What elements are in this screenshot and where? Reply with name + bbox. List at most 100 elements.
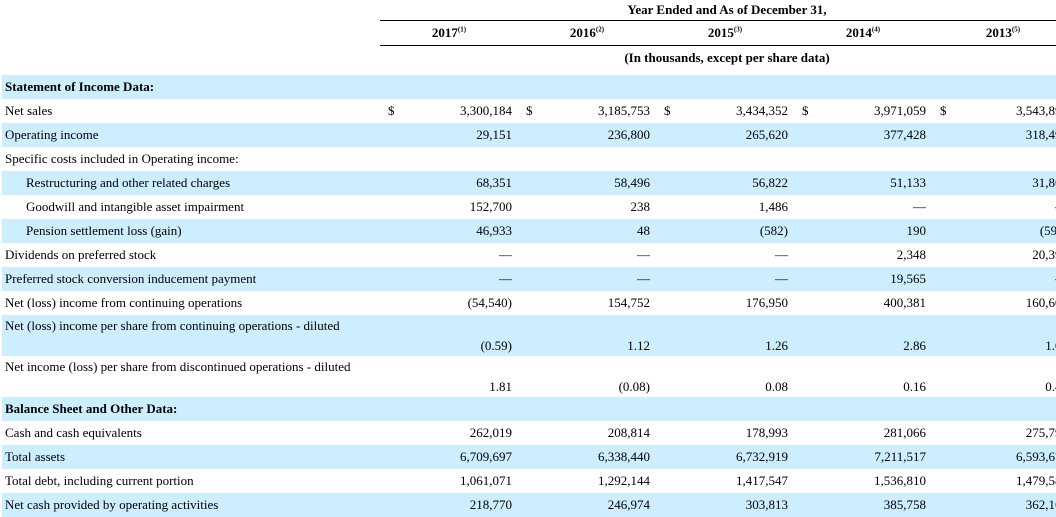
header-units-row: (In thousands, except per share data) xyxy=(2,46,1056,71)
value-2014: 7,211,517 xyxy=(820,445,932,469)
section-income-row: Statement of Income Data: xyxy=(2,75,1056,99)
value-2013: 160,606 xyxy=(1025,295,1056,310)
value-2017: 46,933 xyxy=(406,219,518,243)
value-2016: 58,496 xyxy=(544,171,656,195)
value-2013: 1.06 xyxy=(958,315,1056,356)
table-row-total-assets: Total assets 6,709,697 6,338,440 6,732,9… xyxy=(2,445,1056,469)
year-header-2015: 2015(3) xyxy=(656,20,794,46)
currency-symbol: $ xyxy=(388,103,395,118)
value-2016: 1,292,144 xyxy=(598,473,650,488)
year-footnote: (5) xyxy=(1011,25,1021,34)
value-2015: — xyxy=(775,247,788,262)
value-2017: — xyxy=(406,267,518,291)
value-2014: — xyxy=(913,199,926,214)
header-years-row: 2017(1) 2016(2) 2015(3) 2014(4) 2013(5) xyxy=(2,20,1056,46)
row-label: Net (loss) income from continuing operat… xyxy=(5,295,243,310)
value-2017: 262,019 xyxy=(469,425,512,440)
year-label: 2014 xyxy=(845,25,872,40)
value-2016: 6,338,440 xyxy=(544,445,656,469)
row-label: Dividends on preferred stock xyxy=(5,247,157,262)
value-2016: 238 xyxy=(630,199,651,214)
units-note: (In thousands, except per share data) xyxy=(624,50,830,65)
value-2015: 1.26 xyxy=(682,315,794,356)
year-footnote: (1) xyxy=(457,25,467,34)
row-label: Cash and cash equivalents xyxy=(5,425,142,440)
value-2017: 1.81 xyxy=(489,379,512,394)
value-2017: 68,351 xyxy=(406,171,518,195)
table-row-pension: Pension settlement loss (gain) 46,933 48… xyxy=(2,219,1056,243)
value-2016: 236,800 xyxy=(544,123,656,147)
value-2015: 3,434,352 xyxy=(736,103,788,118)
table-row-operating-cash: Net cash provided by operating activitie… xyxy=(2,493,1056,517)
year-footnote: (2) xyxy=(595,25,605,34)
value-2013: 6,593,679 xyxy=(958,445,1056,469)
value-2014: 190 xyxy=(820,219,932,243)
table-row-net-income-continuing: Net (loss) income from continuing operat… xyxy=(2,291,1056,315)
value-2015: 1,417,547 xyxy=(736,473,788,488)
value-2013: (592) xyxy=(958,219,1056,243)
value-2017: (54,540) xyxy=(467,295,512,310)
value-2014: 1,536,810 xyxy=(874,473,926,488)
row-label: Specific costs included in Operating inc… xyxy=(5,151,239,166)
table-row-cash: Cash and cash equivalents 262,019 208,81… xyxy=(2,421,1056,445)
value-2017: (0.59) xyxy=(406,315,518,356)
year-label: 2015 xyxy=(707,25,734,40)
value-2015: 56,822 xyxy=(682,171,794,195)
row-label: Net (loss) income per share from continu… xyxy=(2,315,380,356)
value-2016: 208,814 xyxy=(607,425,650,440)
value-2013: — xyxy=(958,267,1056,291)
value-2015: 0.08 xyxy=(765,379,788,394)
year-label: 2016 xyxy=(569,25,596,40)
value-2013: 3,543,890 xyxy=(1016,103,1056,118)
value-2014: 385,758 xyxy=(820,493,932,517)
table-row-restructuring: Restructuring and other related charges … xyxy=(2,171,1056,195)
value-2013: 1,479,586 xyxy=(1016,473,1056,488)
value-2017: 218,770 xyxy=(406,493,518,517)
value-2016: 3,185,753 xyxy=(598,103,650,118)
value-2016: 154,752 xyxy=(607,295,650,310)
year-header-2013: 2013(5) xyxy=(932,20,1056,46)
table-row-pref-conversion: Preferred stock conversion inducement pa… xyxy=(2,267,1056,291)
value-2013: 318,494 xyxy=(958,123,1056,147)
row-label: Net income (loss) per share from discont… xyxy=(5,359,351,374)
row-label: Restructuring and other related charges xyxy=(2,171,380,195)
value-2016: 48 xyxy=(544,219,656,243)
value-2014: 3,971,059 xyxy=(874,103,926,118)
currency-symbol: $ xyxy=(526,103,533,118)
year-header-2017: 2017(1) xyxy=(380,20,518,46)
value-2014: 0.16 xyxy=(903,379,926,394)
row-label: Goodwill and intangible asset impairment xyxy=(26,199,245,214)
year-header-2016: 2016(2) xyxy=(518,20,656,46)
value-2017: 29,151 xyxy=(406,123,518,147)
value-2014: 377,428 xyxy=(820,123,932,147)
value-2015: — xyxy=(682,267,794,291)
table-row-eps-continuing: Net (loss) income per share from continu… xyxy=(2,315,1056,356)
row-label: Total debt, including current portion xyxy=(5,473,194,488)
year-label: 2017 xyxy=(431,25,458,40)
row-label: Total assets xyxy=(2,445,380,469)
value-2014: 19,565 xyxy=(820,267,932,291)
value-2013: 0.48 xyxy=(1045,379,1056,394)
year-header-2014: 2014(4) xyxy=(794,20,932,46)
value-2014: 281,066 xyxy=(883,425,926,440)
value-2013: 362,169 xyxy=(958,493,1056,517)
value-2016: — xyxy=(637,247,650,262)
row-label: Net sales xyxy=(5,103,53,118)
period-title: Year Ended and As of December 31, xyxy=(627,2,827,17)
value-2015: 176,950 xyxy=(745,295,788,310)
value-2015: 265,620 xyxy=(682,123,794,147)
year-label: 2013 xyxy=(985,25,1012,40)
value-2014: 2.86 xyxy=(820,315,932,356)
value-2016: — xyxy=(544,267,656,291)
section-balance-row: Balance Sheet and Other Data: xyxy=(2,397,1056,421)
value-2015: 303,813 xyxy=(682,493,794,517)
currency-symbol: $ xyxy=(802,103,809,118)
value-2013: — xyxy=(958,195,1056,219)
value-2014: 400,381 xyxy=(883,295,926,310)
currency-symbol: $ xyxy=(940,103,947,118)
value-2017: 1,061,071 xyxy=(460,473,512,488)
year-footnote: (3) xyxy=(733,25,743,34)
value-2015: 178,993 xyxy=(745,425,788,440)
